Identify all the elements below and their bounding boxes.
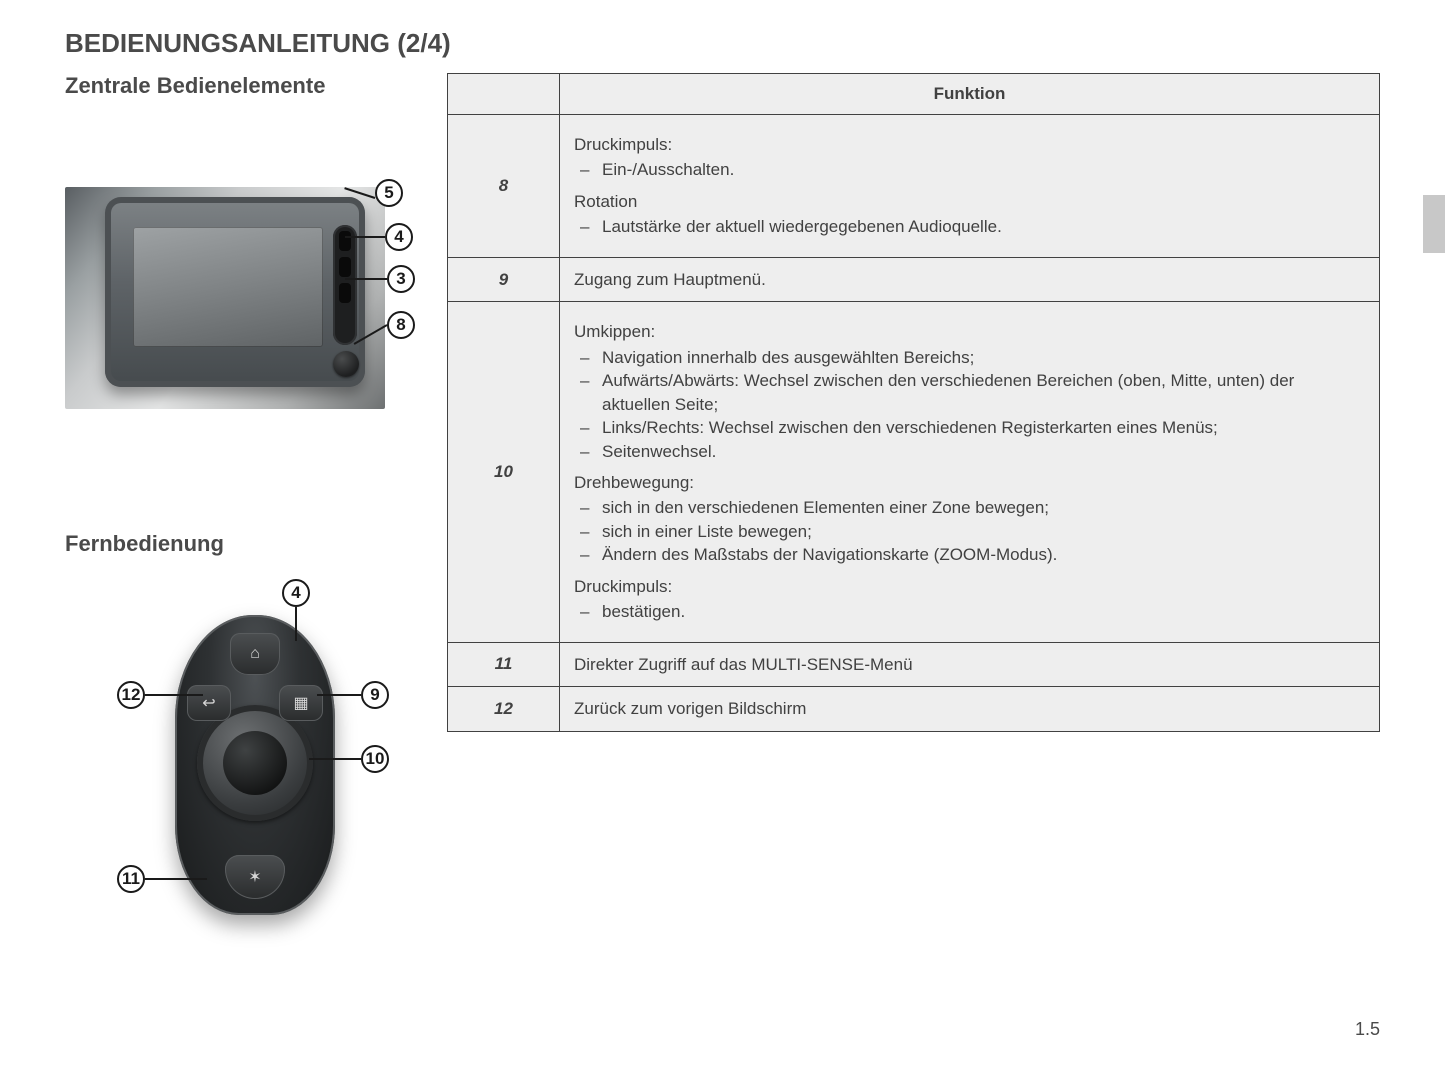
subheading-central: Zentrale Bedienelemente [65,73,417,99]
desc-lead: Druckimpuls: [574,133,1365,156]
table-cell-description: Zugang zum Hauptmenü. [560,257,1380,301]
figure-central-controls: 5 4 3 8 [65,187,417,463]
desc-item: Lautstärke der aktuell wiedergegebenen A… [574,215,1365,238]
dashboard-photo [65,187,385,409]
function-table: Funktion 8Druckimpuls:Ein-/Ausschalten.R… [447,73,1380,732]
callout-r4: 4 [282,579,310,607]
table-row: 8 Druckimpuls:Ein-/Ausschalten. RotationLa… [448,115,1380,258]
star-icon: ✶ [248,867,261,887]
callout-5: 5 [375,179,403,207]
desc-item: Seitenwechsel. [574,440,1365,463]
home-icon: ⌂ [250,645,260,663]
desc-lead: Umkippen: [574,320,1365,343]
table-cell-number: 9 [448,257,560,301]
table-row: 12Zurück zum vorigen Bildschirm [448,687,1380,731]
desc-item: sich in einer Liste bewegen; [574,520,1365,543]
desc-item: Ein-/Ausschalten. [574,158,1365,181]
table-row: 9Zugang zum Hauptmenü. [448,257,1380,301]
title-main: BEDIENUNGSANLEITUNG [65,28,390,58]
callout-r11: 11 [117,865,145,893]
desc-lead: Druckimpuls: [574,575,1365,598]
table-cell-number: 11 [448,642,560,686]
function-table-body: 8Druckimpuls:Ein-/Ausschalten.RotationLa… [448,115,1380,732]
page-title: BEDIENUNGSANLEITUNG (2/4) [65,28,1380,59]
figure-remote: ⌂ ↩ ▦ ✶ 4 9 10 11 12 [65,575,405,965]
remote-home-button: ⌂ [230,633,280,675]
desc-item: bestätigen. [574,600,1365,623]
table-cell-number: 10 [448,302,560,642]
subheading-remote: Fernbedienung [65,531,417,557]
desc-lead: Rotation [574,190,1365,213]
table-cell-description: Zurück zum vorigen Bildschirm [560,687,1380,731]
right-column: Funktion 8Druckimpuls:Ein-/Ausschalten.R… [447,73,1380,965]
desc-item: Ändern des Maßstabs der Navigationskarte… [574,543,1365,566]
desc-item: Navigation innerhalb des ausgewählten Be… [574,346,1365,369]
callout-r9: 9 [361,681,389,709]
page-number: 1.5 [1355,1019,1380,1040]
callout-4: 4 [385,223,413,251]
th-funktion: Funktion [560,74,1380,115]
desc-item: Links/Rechts: Wechsel zwischen den versc… [574,416,1365,439]
callout-8: 8 [387,311,415,339]
desc-item: Aufwärts/Abwärts: Wechsel zwischen den v… [574,369,1365,416]
desc-lead: Drehbewegung: [574,471,1365,494]
callout-r10: 10 [361,745,389,773]
callout-3: 3 [387,265,415,293]
thumb-tab [1423,195,1445,253]
table-row: 11Direkter Zugriff auf das MULTI-SENSE-M… [448,642,1380,686]
remote-menu-button: ▦ [279,685,323,721]
table-cell-description: Umkippen: Navigation innerhalb des ausgew… [560,302,1380,642]
table-row: 10 Umkippen: Navigation innerhalb des ausg… [448,302,1380,642]
title-part: (2/4) [397,28,450,58]
grid-icon: ▦ [293,693,308,713]
back-icon: ↩ [202,693,215,713]
remote-center [223,731,287,795]
callout-r12: 12 [117,681,145,709]
table-cell-description: Direkter Zugriff auf das MULTI-SENSE-Men… [560,642,1380,686]
table-cell-number: 12 [448,687,560,731]
desc-item: sich in den verschiedenen Elementen eine… [574,496,1365,519]
left-column: Zentrale Bedienelemente 5 4 3 8 Fernbedi… [65,73,417,965]
remote-back-button: ↩ [187,685,231,721]
th-blank [448,74,560,115]
table-cell-number: 8 [448,115,560,258]
table-cell-description: Druckimpuls:Ein-/Ausschalten. RotationLau… [560,115,1380,258]
